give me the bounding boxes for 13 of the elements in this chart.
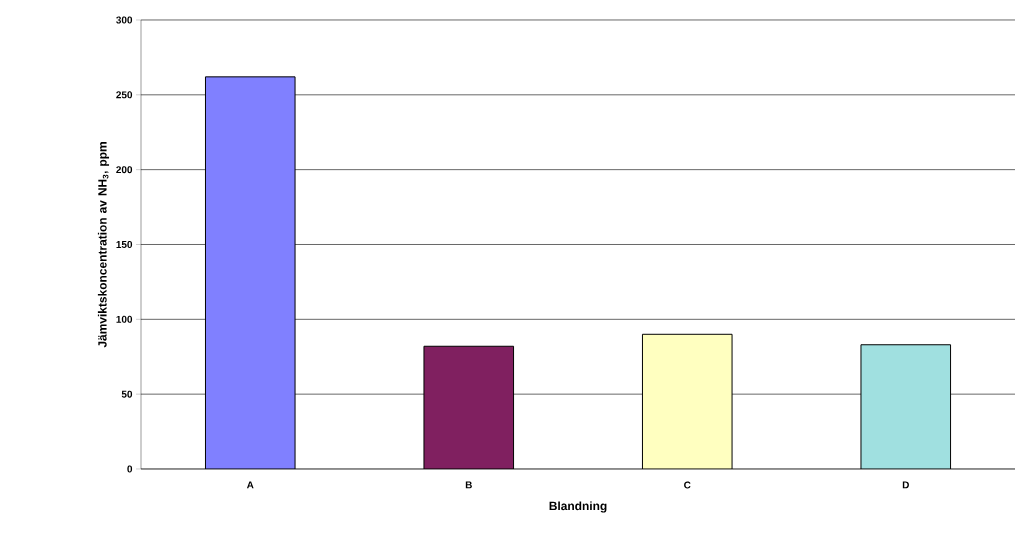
x-axis-title: Blandning [549,501,607,513]
y-tick-label: 50 [121,390,133,398]
y-tick-label: 300 [116,16,133,24]
y-tick-label: 150 [116,240,133,249]
x-tick-label: B [465,481,472,489]
x-tick-label: D [902,481,909,489]
x-tick-label: A [246,481,254,489]
y-tick-label: 200 [116,166,133,174]
y-tick-label: 100 [116,315,133,323]
y-axis-title: Jämviktskoncentration av NH$_{3}$, ppm [97,142,110,348]
y-tick-label: 0 [127,465,133,473]
y-tick-label: 250 [116,91,133,99]
x-tick-label: C [684,481,691,489]
